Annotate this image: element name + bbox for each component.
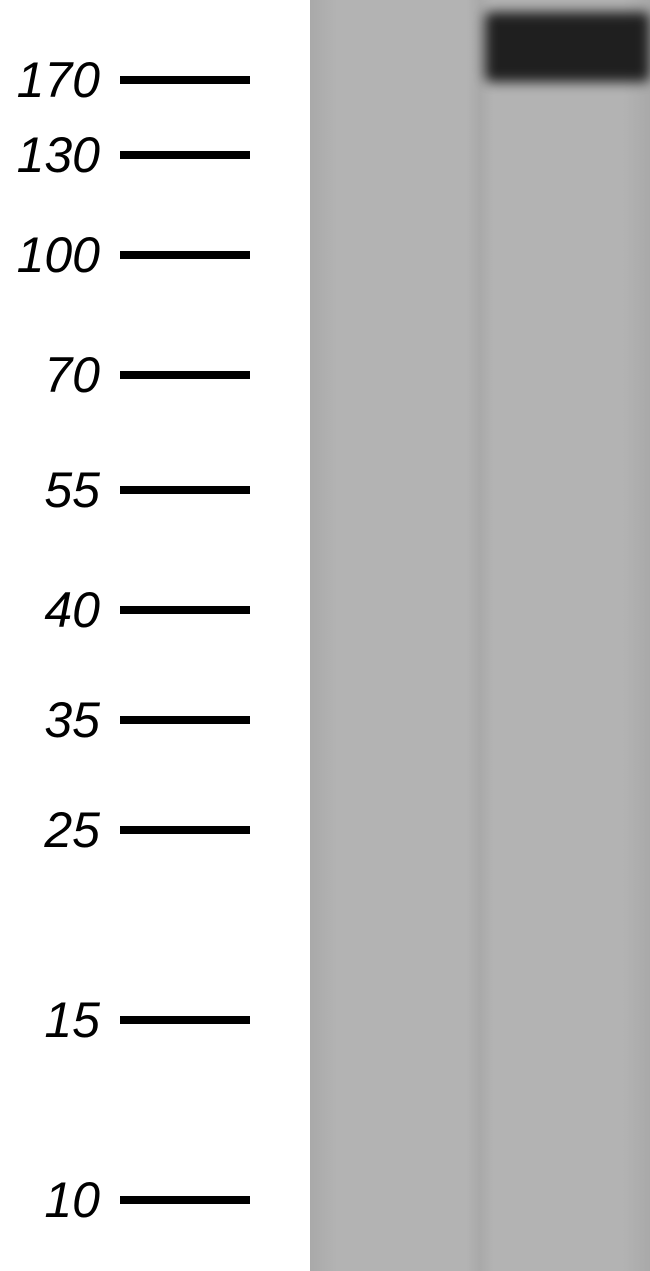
ladder-marker-label: 170 bbox=[0, 51, 120, 109]
ladder-marker-label: 55 bbox=[0, 461, 120, 519]
ladder-marker-label: 70 bbox=[0, 346, 120, 404]
ladder-marker: 10 bbox=[0, 1175, 300, 1225]
ladder-marker: 35 bbox=[0, 695, 300, 745]
ladder-marker-tick bbox=[120, 716, 250, 724]
molecular-weight-ladder: 170 130 100 70 55 40 35 25 15 10 bbox=[0, 0, 300, 1271]
blot-membrane bbox=[310, 0, 650, 1271]
ladder-marker-tick bbox=[120, 371, 250, 379]
ladder-marker: 40 bbox=[0, 585, 300, 635]
ladder-marker-tick bbox=[120, 1196, 250, 1204]
ladder-marker: 55 bbox=[0, 465, 300, 515]
ladder-marker: 70 bbox=[0, 350, 300, 400]
ladder-marker-label: 10 bbox=[0, 1171, 120, 1229]
ladder-marker-tick bbox=[120, 606, 250, 614]
ladder-marker: 25 bbox=[0, 805, 300, 855]
ladder-marker: 130 bbox=[0, 130, 300, 180]
ladder-marker-tick bbox=[120, 251, 250, 259]
ladder-marker-tick bbox=[120, 1016, 250, 1024]
ladder-marker-label: 35 bbox=[0, 691, 120, 749]
ladder-marker: 170 bbox=[0, 55, 300, 105]
ladder-marker: 100 bbox=[0, 230, 300, 280]
ladder-marker-label: 130 bbox=[0, 126, 120, 184]
ladder-marker-label: 15 bbox=[0, 991, 120, 1049]
ladder-marker-tick bbox=[120, 151, 250, 159]
ladder-marker-label: 25 bbox=[0, 801, 120, 859]
ladder-marker-tick bbox=[120, 826, 250, 834]
ladder-marker-label: 40 bbox=[0, 581, 120, 639]
ladder-marker-label: 100 bbox=[0, 226, 120, 284]
blot-band bbox=[485, 12, 650, 82]
ladder-marker-tick bbox=[120, 76, 250, 84]
ladder-marker: 15 bbox=[0, 995, 300, 1045]
ladder-marker-tick bbox=[120, 486, 250, 494]
